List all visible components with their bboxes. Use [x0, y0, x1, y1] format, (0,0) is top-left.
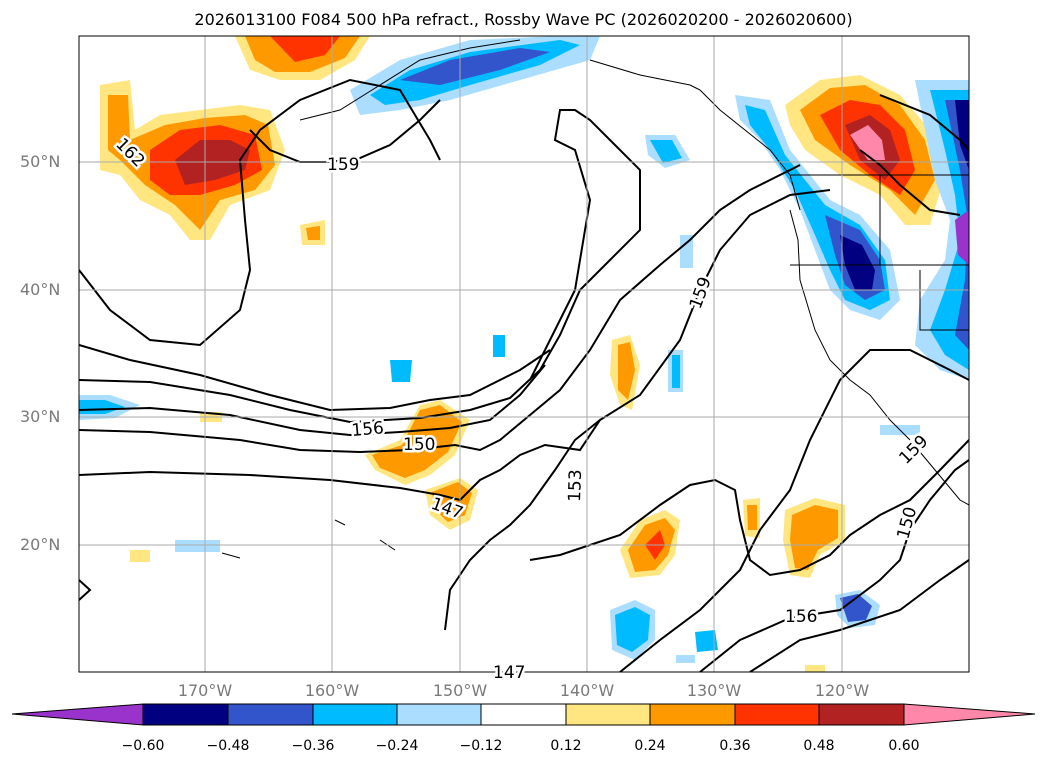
colorbar-tick: −0.36: [291, 738, 335, 754]
colorbar-segment: [818, 703, 905, 726]
colorbar-segment: [142, 703, 229, 726]
colorbar-segment: [480, 703, 567, 726]
contour-label: 159: [686, 274, 716, 311]
colorbar-tick: −0.12: [459, 738, 503, 754]
shaded-anomalies: [79, 36, 969, 672]
coastline-borders: [180, 39, 969, 559]
lat-label: 40°N: [20, 280, 61, 299]
colorbar-extend-high: [903, 703, 1036, 726]
colorbar: [11, 703, 1036, 726]
colorbar-tick: 0.48: [803, 738, 835, 754]
lon-label: 140°W: [559, 681, 615, 700]
colorbar-tick: −0.24: [375, 738, 419, 754]
lon-label: 170°W: [177, 681, 233, 700]
colorbar-tick: 0.12: [550, 738, 582, 754]
contour-label: 150: [894, 505, 922, 542]
contour-label: 147: [493, 663, 525, 683]
lon-label: 130°W: [686, 681, 742, 700]
colorbar-segment: [227, 703, 314, 726]
colorbar-tick: 0.60: [888, 738, 920, 754]
contour-label: 156: [351, 418, 385, 441]
colorbar-tick: 0.24: [634, 738, 666, 754]
colorbar-segment: [649, 703, 736, 726]
colorbar-segment: [565, 703, 651, 726]
colorbar-extend-low: [11, 703, 144, 726]
lon-label: 120°W: [814, 681, 870, 700]
lon-label: 150°W: [432, 681, 488, 700]
contour-label: 150: [403, 435, 435, 455]
height-contours: [79, 78, 969, 672]
lat-label: 50°N: [20, 152, 61, 171]
colorbar-segment: [312, 703, 398, 726]
map-frame: [78, 35, 970, 673]
graticule: [79, 36, 969, 672]
lon-label: 160°W: [304, 681, 360, 700]
colorbar-tick: 0.36: [719, 738, 751, 754]
map-title: 2026013100 F084 500 hPa refract., Rossby…: [194, 10, 853, 29]
lat-label: 30°N: [20, 407, 61, 426]
colorbar-tick: −0.60: [121, 738, 165, 754]
colorbar-segment: [396, 703, 482, 726]
contour-label: 159: [895, 431, 932, 468]
contour-label: 156: [785, 607, 817, 627]
colorbar-segment: [734, 703, 820, 726]
colorbar-tick: −0.48: [206, 738, 250, 754]
lat-label: 20°N: [20, 535, 61, 554]
contour-label: 159: [327, 155, 359, 175]
contour-label: 153: [565, 469, 586, 502]
